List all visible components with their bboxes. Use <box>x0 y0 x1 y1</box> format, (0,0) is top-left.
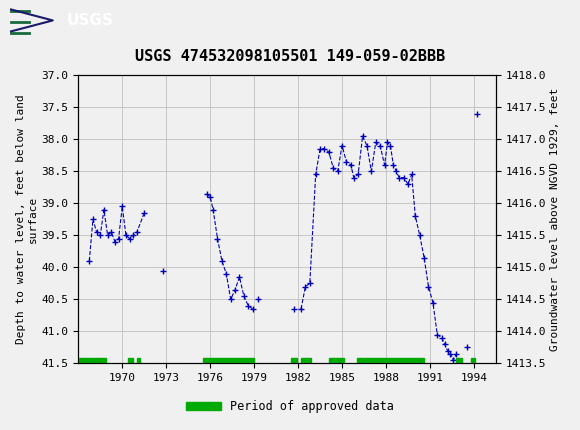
Bar <box>329 358 343 366</box>
Bar <box>357 358 424 366</box>
Bar <box>291 358 296 366</box>
Y-axis label: Groundwater level above NGVD 1929, feet: Groundwater level above NGVD 1929, feet <box>550 88 560 351</box>
Bar <box>471 358 476 366</box>
Text: USGS: USGS <box>67 13 114 28</box>
Bar <box>137 358 140 366</box>
Bar <box>78 358 106 366</box>
Bar <box>203 358 254 366</box>
Bar <box>456 358 462 366</box>
Bar <box>128 358 132 366</box>
Y-axis label: Depth to water level, feet below land
surface: Depth to water level, feet below land su… <box>16 95 38 344</box>
Bar <box>301 358 311 366</box>
Legend: Period of approved data: Period of approved data <box>181 395 399 418</box>
Text: USGS 474532098105501 149-059-02BBB: USGS 474532098105501 149-059-02BBB <box>135 49 445 64</box>
